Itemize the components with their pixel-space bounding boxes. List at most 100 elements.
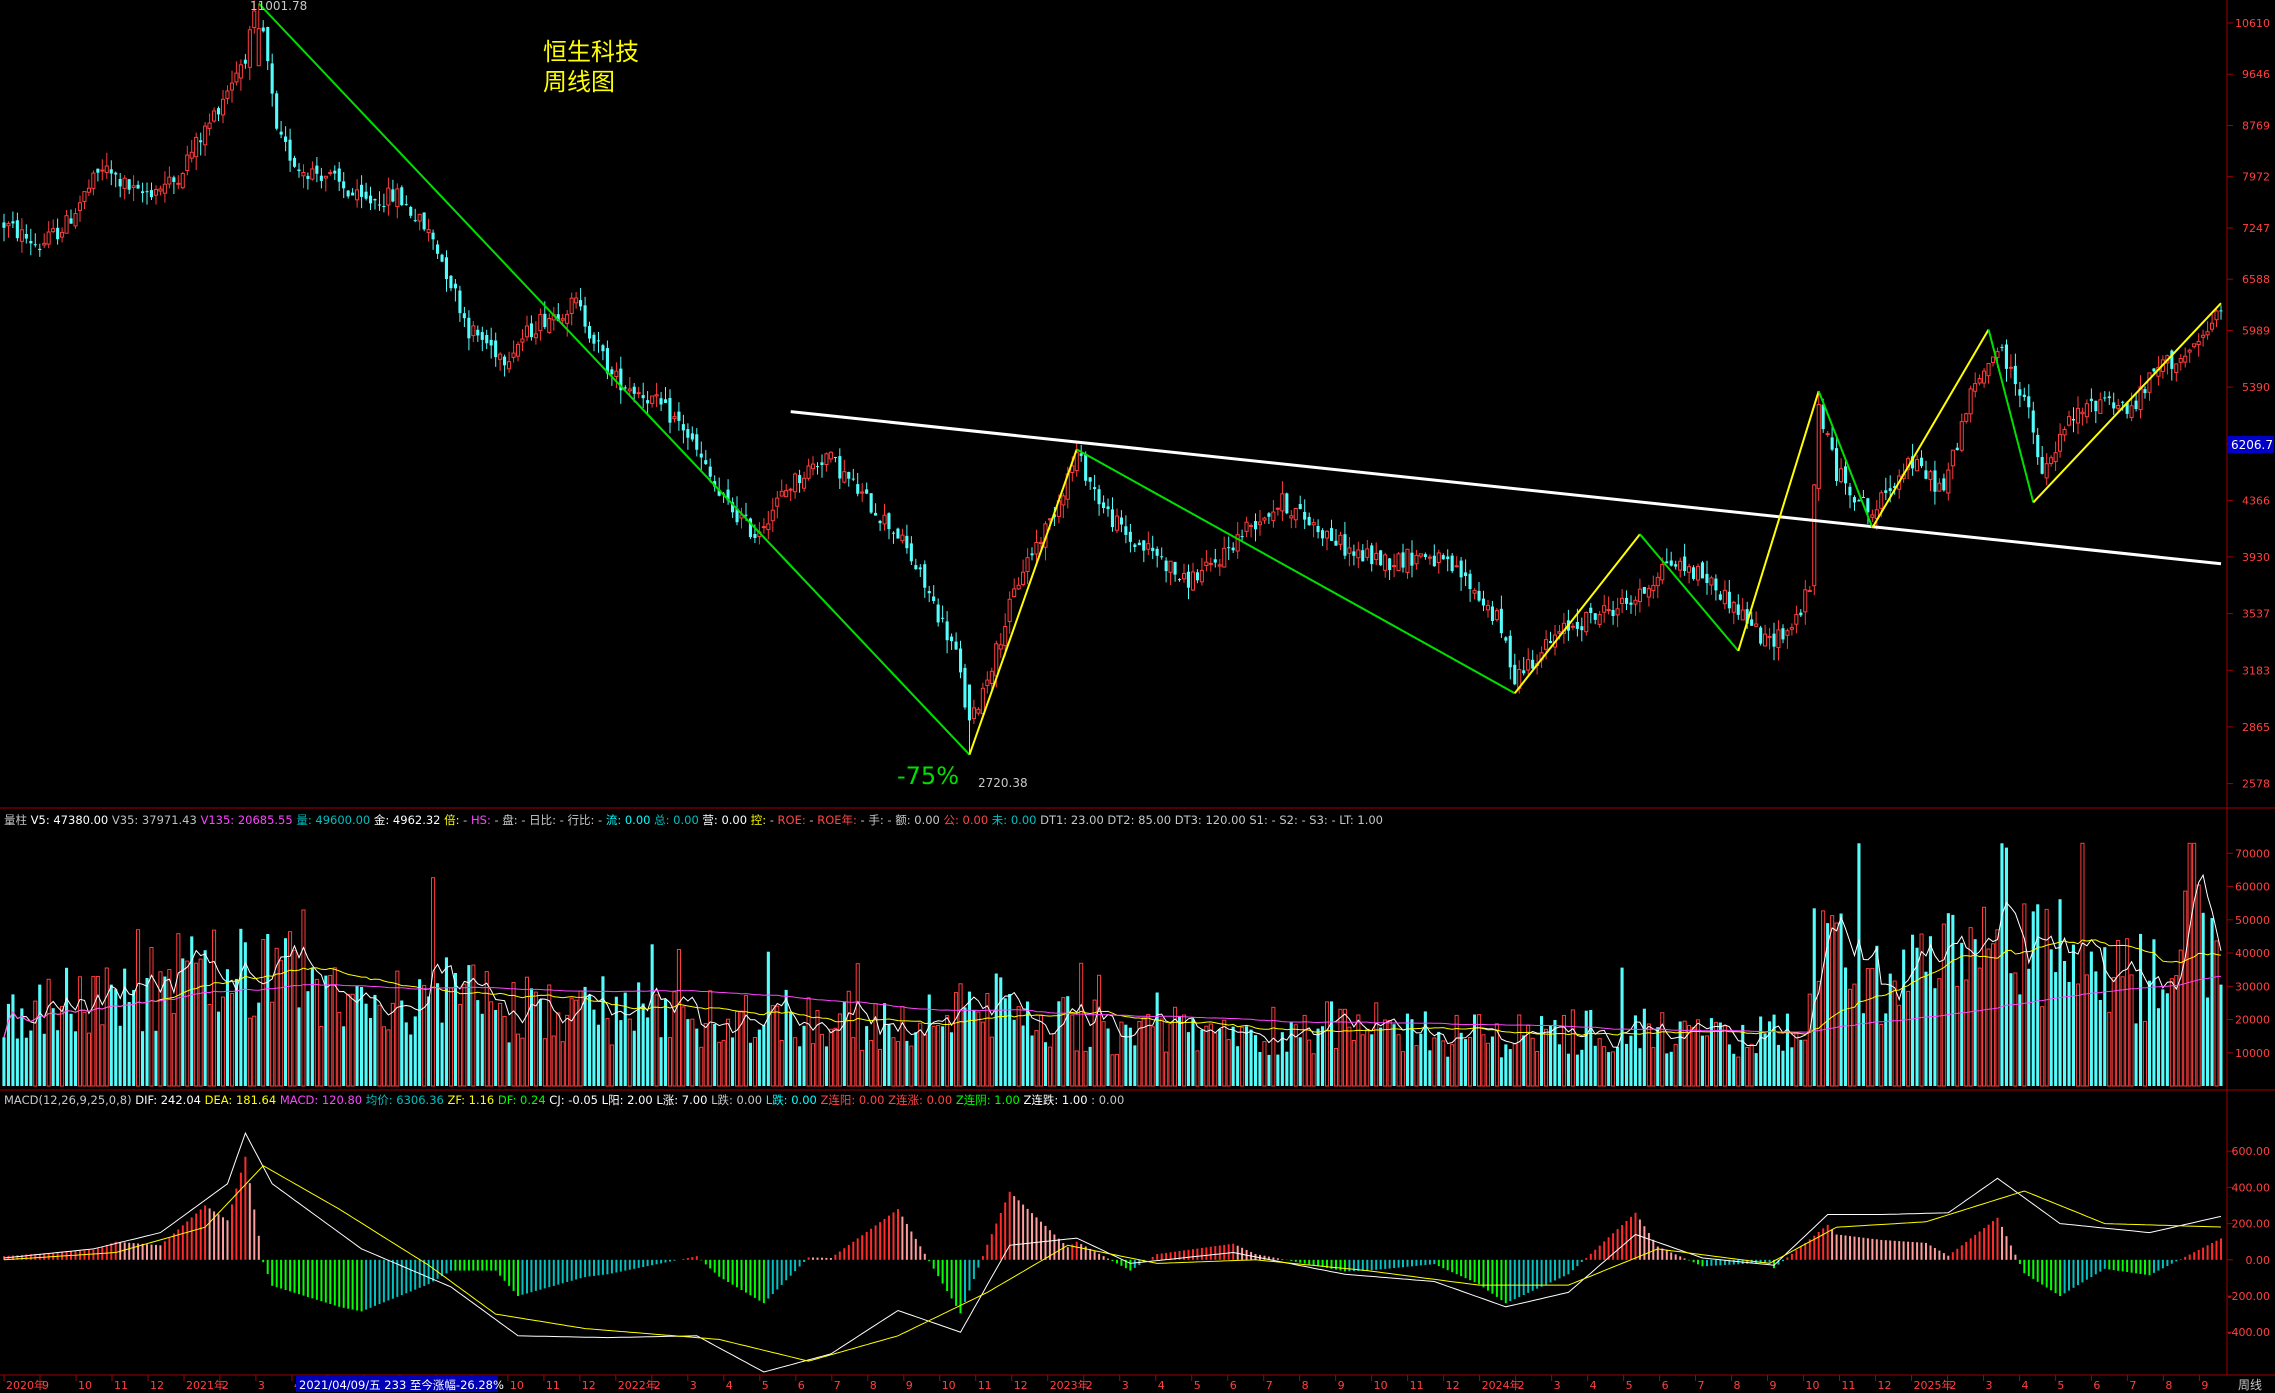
header-field: DT3: 120.00 [1171, 813, 1246, 827]
volume-bar [476, 1000, 480, 1086]
candle-body [1754, 623, 1759, 627]
volume-bar [1651, 1047, 1656, 1087]
volume-bar [1401, 1051, 1406, 1087]
volume-bar [1722, 1025, 1727, 1087]
volume-bar [1468, 1037, 1473, 1087]
volume-bar [542, 1038, 547, 1087]
candle-body [114, 172, 118, 175]
volume-bar [1865, 968, 1870, 1087]
candle-body [238, 64, 243, 79]
volume-bar [1254, 1035, 1258, 1086]
candle-body [2031, 410, 2035, 433]
volume-bar [2120, 976, 2125, 1087]
candle-body [1767, 636, 1772, 639]
volume-bar [1208, 1023, 1213, 1087]
month-tick-label: 8 [1302, 1379, 1309, 1392]
candle-body [1334, 540, 1338, 546]
volume-bar [306, 991, 310, 1086]
volume-bar [346, 993, 351, 1087]
candle-body [847, 472, 851, 479]
candle-body [104, 165, 109, 173]
resistance-trendline [790, 410, 2222, 566]
volume-bar [1687, 1025, 1692, 1087]
volume-bar [56, 1030, 60, 1086]
price-tick-label: 5989 [2242, 325, 2270, 338]
candle-body [1803, 589, 1808, 613]
volume-bar [1776, 1044, 1780, 1086]
candle-body [1298, 504, 1302, 510]
candle-body [1759, 627, 1763, 644]
candle-body [342, 181, 346, 189]
volume-bar [51, 1008, 55, 1086]
candle-body [677, 411, 681, 421]
volume-bar [1021, 1025, 1025, 1086]
candle-body [646, 400, 650, 404]
volume-bar [802, 1025, 806, 1086]
candle-body [936, 604, 940, 623]
low-price-label: 2720.38 [978, 776, 1028, 790]
volume-bar [672, 991, 677, 1087]
volume-bar [967, 991, 971, 1086]
candle-body [1490, 606, 1494, 621]
high-price-label: 11001.78 [250, 0, 307, 13]
candle-body [664, 399, 668, 403]
volume-bar [266, 934, 270, 1086]
candle-body [1924, 470, 1928, 479]
price-tick-label: 4366 [2242, 494, 2270, 507]
volume-bar [46, 978, 51, 1087]
candle-body [1986, 363, 1991, 377]
candle-body [788, 488, 793, 491]
volume-bar [337, 1011, 342, 1087]
volume-bar [234, 978, 238, 1086]
volume-bar [1941, 923, 1946, 1087]
candle-body [2192, 343, 2197, 348]
candle-body [2210, 322, 2215, 330]
volume-bar [1164, 1051, 1169, 1087]
volume-bar [212, 929, 217, 1087]
volume-bar [328, 974, 333, 1087]
candle-body [761, 526, 766, 529]
candle-body [1955, 447, 1959, 451]
volume-bar [565, 1014, 570, 1087]
candle-body [1848, 486, 1852, 496]
candle-body [1106, 506, 1110, 510]
candle-body [1142, 540, 1146, 551]
month-tick-label: 10 [78, 1379, 92, 1392]
volume-bar [69, 1013, 73, 1086]
volume-bar [1638, 1048, 1642, 1086]
volume-bar [342, 1026, 346, 1086]
candle-body [1061, 495, 1066, 506]
candle-body [1164, 560, 1168, 572]
candle-body [498, 353, 503, 360]
volume-bar [989, 1036, 994, 1087]
candle-body [1025, 557, 1030, 573]
candle-body [301, 172, 306, 177]
candle-body [954, 641, 958, 650]
volume-bar [1736, 1056, 1741, 1087]
candle-body [391, 189, 395, 202]
month-tick-label: 4 [1590, 1379, 1597, 1392]
volume-bar [1446, 1056, 1450, 1086]
month-tick-label: 8 [870, 1379, 877, 1392]
header-field: ROE: [774, 813, 806, 827]
wave-down-4-line [1987, 329, 2035, 503]
candle-body [444, 257, 448, 280]
volume-bar [1561, 1015, 1567, 1087]
volume-bar [471, 964, 476, 1087]
volume-bar [1902, 949, 1906, 1086]
candle-body [453, 283, 457, 289]
volume-bar [2111, 977, 2116, 1087]
volume-bar [664, 999, 668, 1086]
candle-body [1839, 468, 1844, 483]
candle-body [1481, 598, 1485, 606]
candle-body [1968, 388, 1973, 415]
volume-bar [274, 947, 279, 1087]
candle-body [569, 297, 574, 315]
candle-body [1186, 571, 1190, 588]
volume-bar [1114, 1053, 1120, 1087]
candle-body [2053, 452, 2058, 463]
volume-bar [779, 1040, 784, 1087]
candle-body [851, 478, 855, 480]
candle-body [1034, 542, 1039, 555]
volume-bar [297, 1007, 301, 1086]
